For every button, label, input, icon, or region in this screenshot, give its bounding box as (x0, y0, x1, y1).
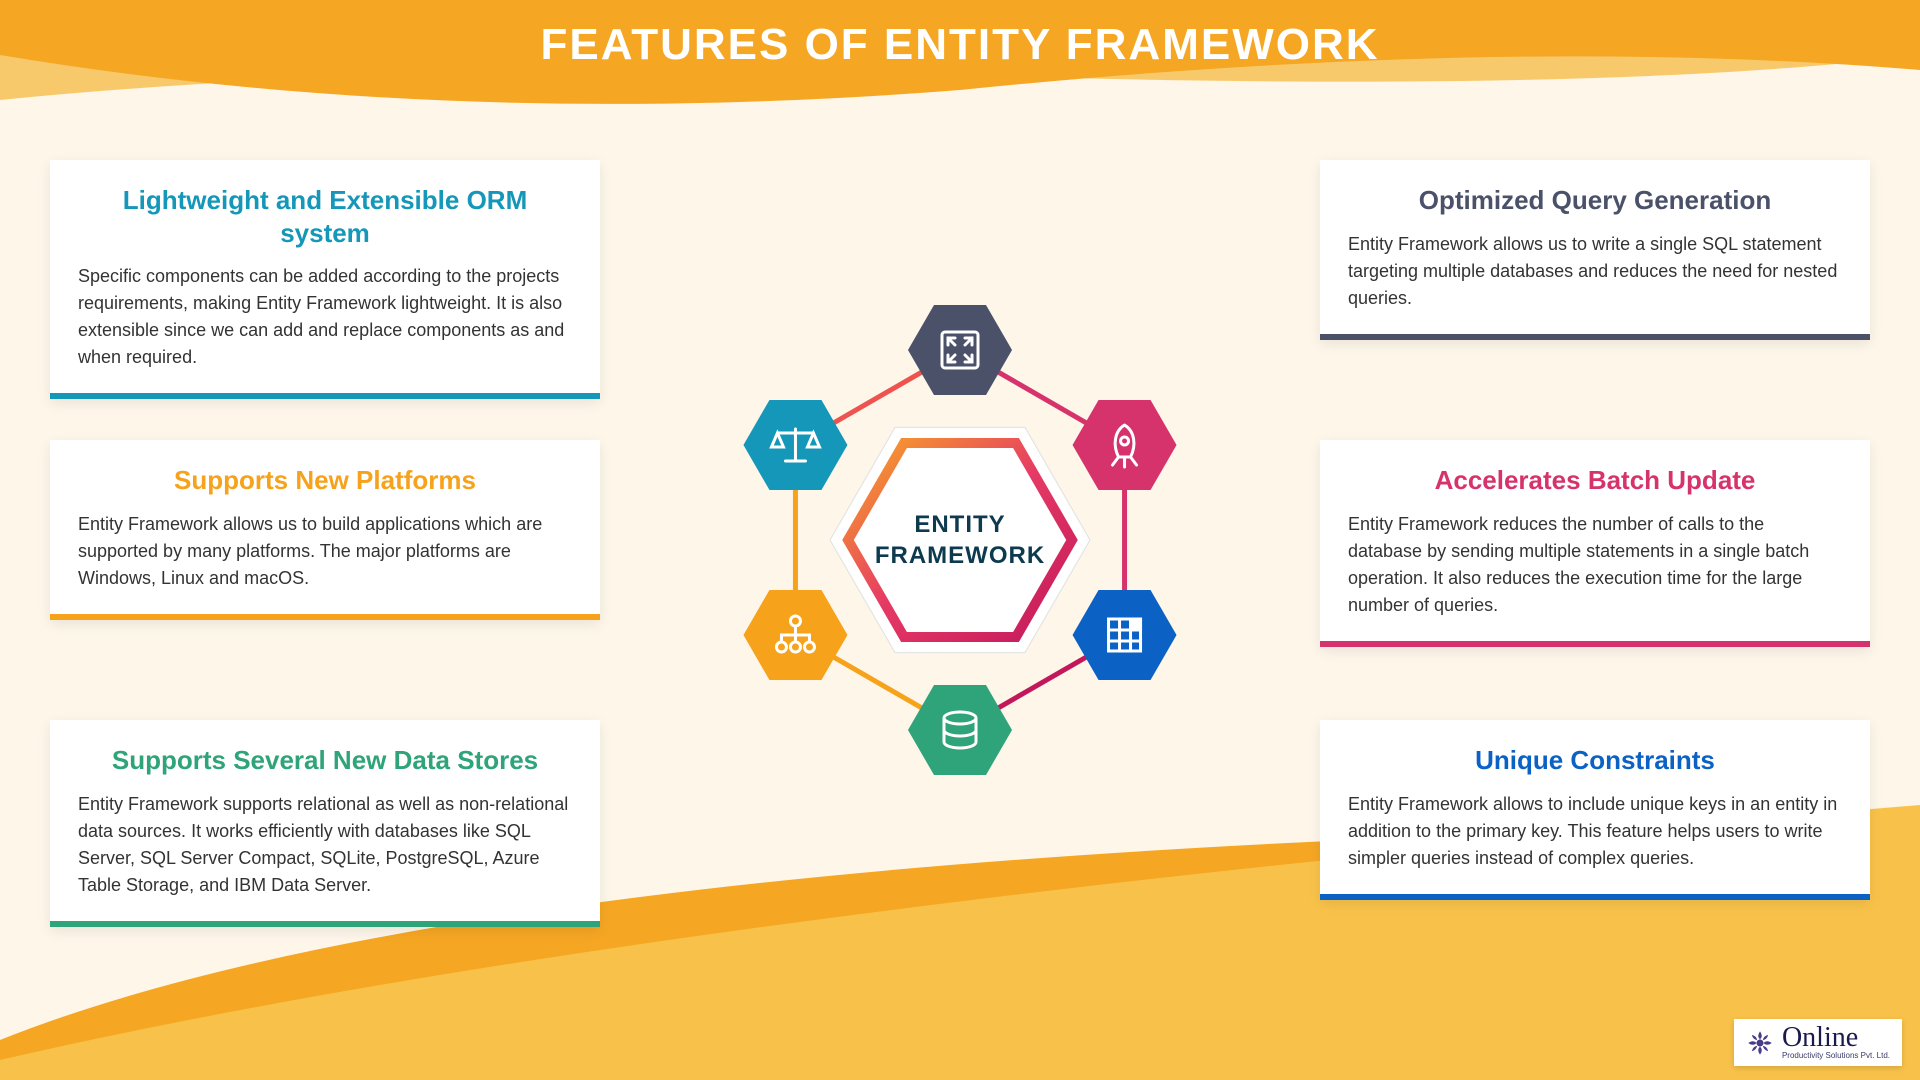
feature-card-platforms: Supports New Platforms Entity Framework a… (50, 440, 600, 620)
center-label-line1: ENTITY (914, 511, 1005, 538)
center-diagram: ENTITY FRAMEWORK (700, 280, 1220, 800)
logo-icon (1746, 1029, 1774, 1057)
center-label-line2: FRAMEWORK (875, 542, 1045, 569)
card-underline (1320, 894, 1870, 900)
feature-card-unique: Unique Constraints Entity Framework allow… (1320, 720, 1870, 900)
card-underline (50, 921, 600, 927)
card-body: Entity Framework supports relational as … (78, 791, 572, 899)
card-title: Supports Several New Data Stores (78, 744, 572, 777)
company-logo: Online Productivity Solutions Pvt. Ltd. (1734, 1019, 1902, 1066)
card-underline (50, 614, 600, 620)
hex-node-rocket (1073, 400, 1177, 490)
card-title: Supports New Platforms (78, 464, 572, 497)
hex-node-org (743, 590, 847, 680)
card-body: Entity Framework allows us to write a si… (1348, 231, 1842, 312)
feature-card-datastores: Supports Several New Data Stores Entity F… (50, 720, 600, 927)
card-underline (50, 393, 600, 399)
card-title: Accelerates Batch Update (1348, 464, 1842, 497)
card-underline (1320, 334, 1870, 340)
hex-node-grid (1073, 590, 1177, 680)
card-body: Entity Framework reduces the number of c… (1348, 511, 1842, 619)
page-title: FEATURES OF ENTITY FRAMEWORK (0, 20, 1920, 70)
card-title: Optimized Query Generation (1348, 184, 1842, 217)
card-body: Specific components can be added accordi… (78, 263, 572, 371)
logo-text: Online (1782, 1022, 1858, 1053)
card-underline (1320, 641, 1870, 647)
hex-node-db (908, 685, 1012, 775)
center-label: ENTITY FRAMEWORK (875, 509, 1045, 571)
feature-card-query: Optimized Query Generation Entity Framewo… (1320, 160, 1870, 340)
card-body: Entity Framework allows us to build appl… (78, 511, 572, 592)
card-title: Lightweight and Extensible ORM system (78, 184, 572, 249)
hex-node-center-x (908, 305, 1012, 395)
feature-card-lightweight: Lightweight and Extensible ORM system Spe… (50, 160, 600, 399)
card-title: Unique Constraints (1348, 744, 1842, 777)
feature-card-batch: Accelerates Batch Update Entity Framework… (1320, 440, 1870, 647)
logo-tagline: Productivity Solutions Pvt. Ltd. (1782, 1051, 1890, 1060)
hex-node-scale (743, 400, 847, 490)
card-body: Entity Framework allows to include uniqu… (1348, 791, 1842, 872)
